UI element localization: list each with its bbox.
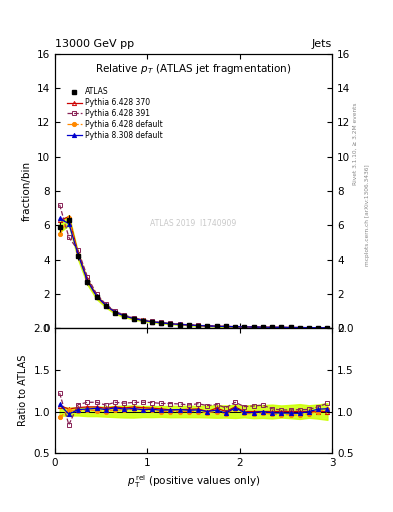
Y-axis label: fraction/bin: fraction/bin — [21, 161, 31, 221]
Text: mcplots.cern.ch [arXiv:1306.3436]: mcplots.cern.ch [arXiv:1306.3436] — [365, 164, 370, 266]
Text: Relative $p_{T}$ (ATLAS jet fragmentation): Relative $p_{T}$ (ATLAS jet fragmentatio… — [95, 62, 292, 76]
Legend: ATLAS, Pythia 6.428 370, Pythia 6.428 391, Pythia 6.428 default, Pythia 8.308 de: ATLAS, Pythia 6.428 370, Pythia 6.428 39… — [64, 85, 165, 142]
X-axis label: $p_{\,\mathrm{T}}^{\,\mathrm{rel}}$ (positive values only): $p_{\,\mathrm{T}}^{\,\mathrm{rel}}$ (pos… — [127, 474, 260, 490]
Text: 13000 GeV pp: 13000 GeV pp — [55, 38, 134, 49]
Y-axis label: Ratio to ATLAS: Ratio to ATLAS — [18, 355, 28, 426]
Text: Jets: Jets — [312, 38, 332, 49]
Text: ATLAS 2019  I1740909: ATLAS 2019 I1740909 — [151, 220, 237, 228]
Text: Rivet 3.1.10, ≥ 3.2M events: Rivet 3.1.10, ≥ 3.2M events — [353, 102, 358, 185]
